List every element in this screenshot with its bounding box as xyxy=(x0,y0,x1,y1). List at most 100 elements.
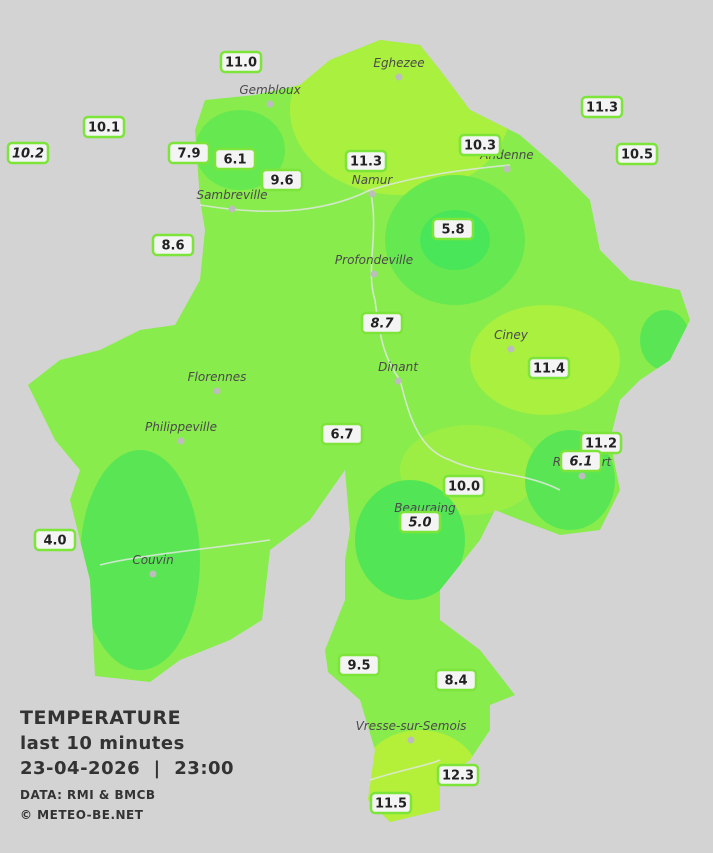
town-label: Profondeville xyxy=(335,253,413,267)
town-label: Eghezee xyxy=(373,56,424,70)
station-value: 10.3 xyxy=(464,139,496,154)
town-label: Couvin xyxy=(132,553,173,567)
station-box xyxy=(398,510,442,534)
station-box xyxy=(436,763,480,787)
station-value: 5.0 xyxy=(408,516,431,531)
town-label: Gembloux xyxy=(239,83,301,97)
town-label: Namur xyxy=(352,173,394,187)
station-value: 6.1 xyxy=(223,153,246,168)
station: 11.0 xyxy=(219,50,263,74)
station: 11.5 xyxy=(369,791,413,815)
station-value: 11.5 xyxy=(375,797,407,812)
station-box xyxy=(458,133,502,157)
station-value: 4.0 xyxy=(43,534,66,549)
station-box xyxy=(615,142,659,166)
station: 9.5 xyxy=(337,653,381,677)
station-value: 10.5 xyxy=(621,148,653,163)
station-value: 5.8 xyxy=(441,223,464,238)
station-box xyxy=(213,147,257,171)
station-box xyxy=(337,653,381,677)
stations: 11.0 10.1 10.2 7.9 6.1 9.6 11.3 10.3 11.3 10.5 8.6… xyxy=(6,50,659,815)
station: 4.0 xyxy=(33,528,77,552)
station-value: 8.7 xyxy=(370,317,394,332)
station: 5.0 xyxy=(398,510,442,534)
station-box xyxy=(580,95,624,119)
station-box xyxy=(320,422,364,446)
town-dot xyxy=(507,345,515,353)
legend-heading: TEMPERATURE xyxy=(20,707,181,729)
station-box xyxy=(527,356,571,380)
station: 9.6 xyxy=(260,168,304,192)
town-label: Ciney xyxy=(494,328,529,342)
station: 6.1 xyxy=(213,147,257,171)
station: 10.3 xyxy=(458,133,502,157)
station-box xyxy=(167,141,211,165)
town-label: Philippeville xyxy=(145,420,217,434)
town-label: Florennes xyxy=(188,370,247,384)
town-dot xyxy=(395,73,403,81)
station-value: 10.1 xyxy=(88,121,120,136)
station-box xyxy=(82,115,126,139)
town-dot xyxy=(368,190,376,198)
station-box xyxy=(559,449,603,473)
station-value: 11.3 xyxy=(350,155,382,170)
station-box xyxy=(434,668,478,692)
station-value: 7.9 xyxy=(177,147,200,162)
station-value: 8.4 xyxy=(444,674,467,689)
town-dot xyxy=(503,165,511,173)
station: 11.3 xyxy=(580,95,624,119)
station: 11.3 xyxy=(344,149,388,173)
town-dot xyxy=(578,472,586,480)
station: 10.2 xyxy=(6,141,50,165)
town-label: Sambreville xyxy=(196,188,267,202)
town-dot xyxy=(394,377,402,385)
station: 5.8 xyxy=(431,217,475,241)
town-dot xyxy=(213,387,221,395)
station: 6.1 xyxy=(559,449,603,473)
river xyxy=(369,759,441,781)
station: 6.7 xyxy=(320,422,364,446)
station-box xyxy=(151,233,195,257)
town-dot xyxy=(149,570,157,578)
station-box xyxy=(219,50,263,74)
station-value: 11.0 xyxy=(225,56,257,71)
station-value: 6.1 xyxy=(569,455,592,470)
town-label: Dinant xyxy=(378,360,419,374)
river xyxy=(99,539,271,566)
station-box xyxy=(260,168,304,192)
station-value: 9.6 xyxy=(270,174,293,189)
town-dot xyxy=(266,100,274,108)
station-box xyxy=(369,791,413,815)
legend: TEMPERATURE last 10 minutes 23-04-2026 | 2… xyxy=(20,707,234,822)
town-dot xyxy=(177,437,185,445)
station-value: 9.5 xyxy=(347,659,370,674)
town-dot xyxy=(407,736,415,744)
station: 8.4 xyxy=(434,668,478,692)
station-box xyxy=(6,141,50,165)
station: 11.4 xyxy=(527,356,571,380)
station-value: 11.2 xyxy=(585,437,617,452)
station-value: 10.0 xyxy=(448,480,480,495)
town-dot xyxy=(370,270,378,278)
station: 12.3 xyxy=(436,763,480,787)
station: 7.9 xyxy=(167,141,211,165)
station: 8.7 xyxy=(360,311,404,335)
towns: EghezeeGemblouxAndenneNamurSambrevillePr… xyxy=(132,56,613,744)
legend-source: DATA: RMI & BMCB xyxy=(20,788,156,802)
station-value: 6.7 xyxy=(330,428,353,443)
station: 10.5 xyxy=(615,142,659,166)
legend-datetime: 23-04-2026 | 23:00 xyxy=(20,758,234,779)
station-box xyxy=(431,217,475,241)
town-dot xyxy=(228,205,236,213)
station: 8.6 xyxy=(151,233,195,257)
station-value: 11.4 xyxy=(533,362,565,377)
station-box xyxy=(33,528,77,552)
station-value: 10.2 xyxy=(12,147,44,162)
legend-subtitle: last 10 minutes xyxy=(20,733,185,754)
station-box xyxy=(360,311,404,335)
station-box xyxy=(344,149,388,173)
station: 10.1 xyxy=(82,115,126,139)
station-value: 8.6 xyxy=(161,239,184,254)
town-label: Vresse-sur-Semois xyxy=(356,719,467,733)
